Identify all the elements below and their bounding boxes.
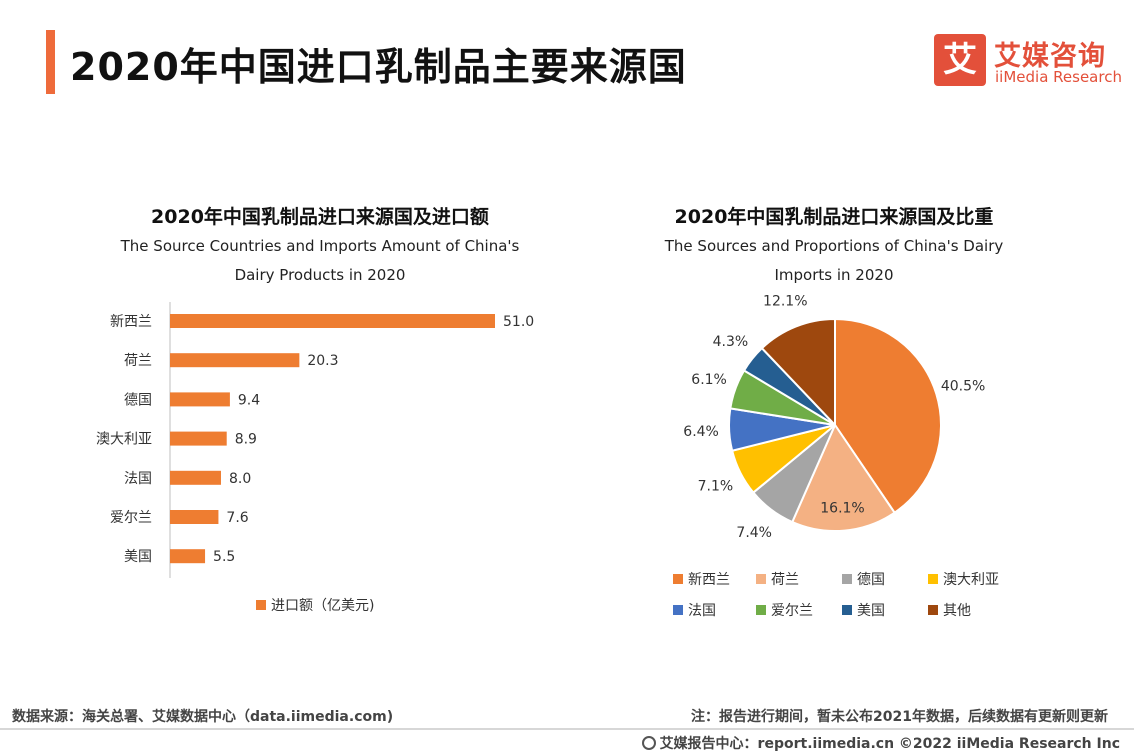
bar-chart-subtitle: The Source Countries and Imports Amount … [60, 232, 580, 290]
pie-chart-subtitle: The Sources and Proportions of China's D… [614, 232, 1054, 290]
pie-slice-8 [760, 317, 836, 428]
pie-legend-swatch [842, 574, 852, 584]
bar-value-label: 8.9 [235, 432, 257, 448]
pie-value-label: 4.3% [713, 334, 749, 350]
pie-slice-2 [790, 422, 896, 532]
pie-slice-1 [834, 317, 942, 515]
logo-en-text: iiMedia Research [995, 68, 1122, 86]
bar-value-label: 20.3 [307, 353, 338, 369]
bar-1 [170, 314, 495, 328]
pie-value-label: 40.5% [941, 379, 985, 395]
logo-cn-text: 艾媒咨询 [994, 41, 1106, 72]
pie-value-label: 6.1% [691, 372, 727, 388]
bar-category-label: 新西兰 [110, 314, 152, 330]
pie-legend-label: 新西兰 [688, 572, 730, 588]
pie-legend-swatch [673, 605, 683, 615]
bar-category-label: 澳大利亚 [96, 432, 152, 448]
bar-chart-title: 2020年中国乳制品进口来源国及进口额 [151, 206, 489, 228]
pie-chart-subtitle-line-2: Imports in 2020 [774, 266, 894, 284]
bar-value-label: 51.0 [503, 314, 534, 330]
footer-credit: 艾媒报告中心：report.iimedia.cn ©2022 iiMedia R… [641, 733, 1120, 753]
pie-value-label: 16.1% [820, 500, 864, 516]
bar-3 [170, 392, 230, 407]
bar-5 [170, 470, 221, 485]
globe-icon [641, 736, 656, 750]
bar-value-label: 9.4 [238, 392, 260, 408]
pie-chart: 40.5% 16.1% 7.4% 7.1% 6.4% 6.1% 4.3% 12.1% 新西兰 荷兰… [673, 294, 999, 619]
bar-category-label: 爱尔兰 [110, 510, 152, 526]
pie-legend-label: 其他 [943, 603, 971, 619]
pie-chart-subtitle-line-1: The Sources and Proportions of China's D… [664, 237, 1004, 255]
bar-value-label: 7.6 [226, 510, 248, 526]
pie-value-label: 7.4% [736, 525, 772, 541]
bar-legend-label: 进口额（亿美元) [271, 598, 374, 614]
pie-legend-label: 爱尔兰 [771, 603, 813, 619]
pie-legend-swatch [756, 574, 766, 584]
pie-legend-label: 荷兰 [771, 572, 799, 588]
bar-category-label: 法国 [124, 471, 152, 487]
logo-mark: 艾 [934, 34, 986, 86]
data-source-text: 数据来源：海关总署、艾媒数据中心（data.iimedia.com) [12, 709, 394, 725]
bar-category-label: 德国 [124, 392, 152, 408]
pie-legend-swatch [928, 574, 938, 584]
pie-legend-swatch [756, 605, 766, 615]
pie-legend-swatch [673, 574, 683, 584]
pie-legend-label: 美国 [857, 603, 885, 619]
bar-chart-subtitle-line-2: Dairy Products in 2020 [234, 266, 406, 284]
data-note-text: 注：报告进行期间，暂未公布2021年数据，后续数据有更新则更新 [691, 709, 1108, 725]
bar-7 [170, 549, 206, 564]
bar-6 [170, 510, 219, 524]
bar-2 [170, 353, 300, 368]
bar-category-label: 荷兰 [124, 353, 152, 369]
bar-chart-subtitle-line-1: The Source Countries and Imports Amount … [120, 237, 520, 255]
footer-divider [0, 728, 1134, 730]
pie-legend-label: 澳大利亚 [943, 572, 999, 588]
pie-legend-label: 德国 [857, 572, 885, 588]
title-accent-bar [46, 30, 55, 94]
pie-chart-title: 2020年中国乳制品进口来源国及比重 [674, 206, 994, 228]
pie-value-label: 12.1% [763, 294, 807, 310]
pie-value-label: 6.4% [683, 424, 719, 440]
bar-4 [170, 431, 227, 446]
bar-legend-swatch [256, 600, 266, 610]
bar-value-label: 8.0 [229, 471, 251, 487]
pie-legend-label: 法国 [688, 603, 716, 619]
page-title: 2020年中国进口乳制品主要来源国 [70, 45, 687, 89]
bar-chart: 新西兰 51.0 荷兰 20.3 德国 9.4 澳大利亚 8.9 法国 8.0 爱尔兰 7.6 美国 5.… [96, 302, 534, 614]
pie-value-label: 7.1% [698, 479, 734, 495]
iimedia-logo: 艾 艾媒咨询 iiMedia Research [934, 34, 1124, 88]
bar-category-label: 美国 [124, 549, 152, 565]
footer-credit-text: 艾媒报告中心：report.iimedia.cn ©2022 iiMedia R… [659, 736, 1120, 752]
pie-legend-swatch [842, 605, 852, 615]
bar-value-label: 5.5 [213, 549, 235, 565]
pie-legend-swatch [928, 605, 938, 615]
